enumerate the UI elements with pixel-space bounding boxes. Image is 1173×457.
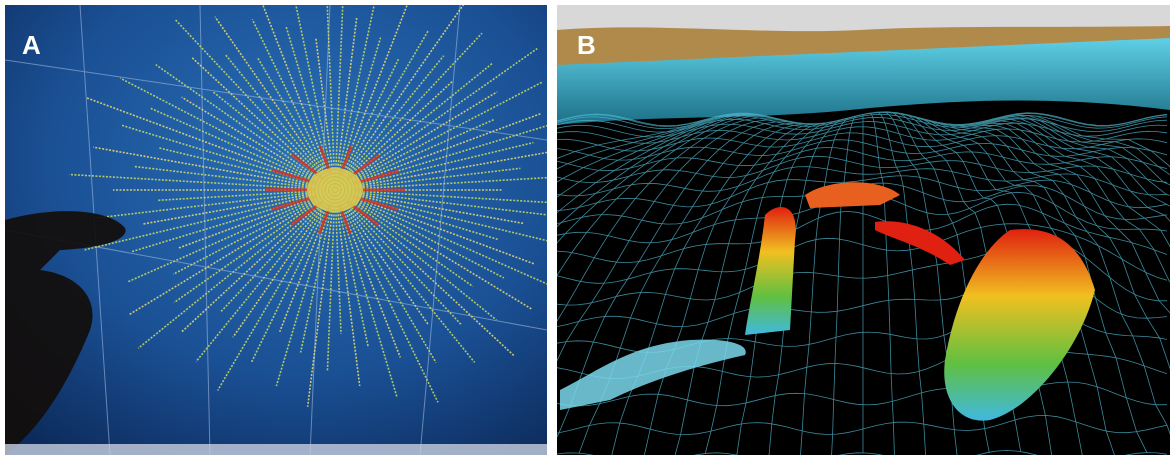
panel-label: A [22,30,41,60]
panel-a: A [5,0,589,455]
figure: A B [0,0,1173,457]
panel-label: B [577,30,596,60]
depth-bar [5,444,547,455]
survey-center [307,168,363,212]
